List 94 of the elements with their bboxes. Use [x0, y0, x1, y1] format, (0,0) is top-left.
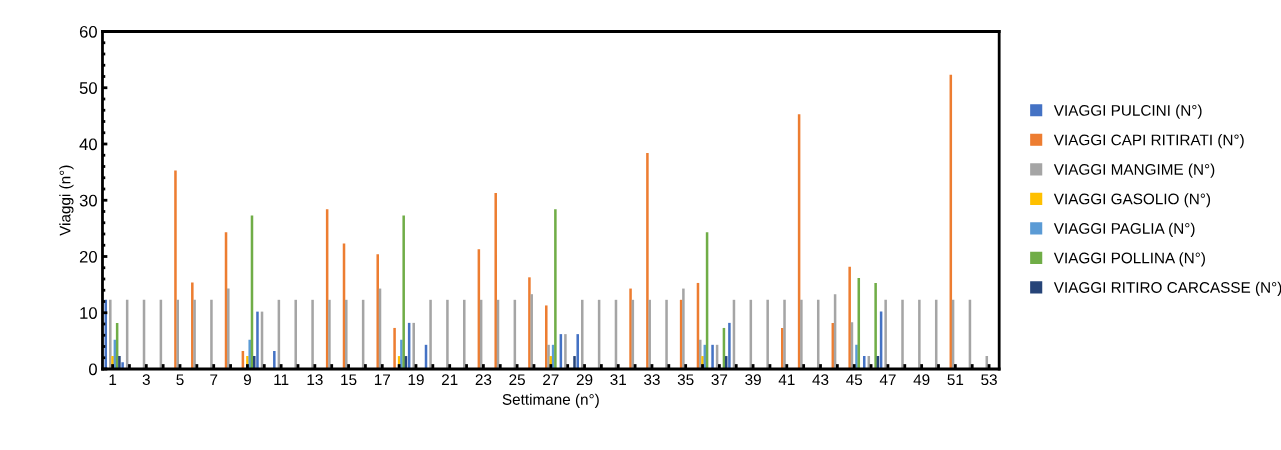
- bar: [711, 344, 714, 369]
- bar: [646, 153, 649, 369]
- y-axis-title: Viaggi (n°): [59, 165, 74, 236]
- bar: [547, 344, 550, 369]
- bar: [256, 311, 259, 369]
- bar: [463, 299, 466, 369]
- x-tick-label: 23: [475, 374, 492, 386]
- bar: [862, 356, 866, 369]
- bar: [311, 299, 314, 369]
- x-tick-label: 15: [341, 374, 357, 386]
- bar: [874, 282, 877, 369]
- bar: [918, 299, 921, 369]
- bar: [210, 299, 213, 369]
- x-tick-label: 31: [610, 374, 626, 386]
- bar: [530, 294, 533, 369]
- x-tick-label: 25: [509, 374, 525, 386]
- bar: [884, 299, 887, 369]
- bar: [545, 305, 548, 369]
- x-tick-label: 37: [711, 374, 728, 386]
- bar: [402, 215, 405, 369]
- x-tick-label: 35: [677, 374, 694, 386]
- bar: [554, 209, 557, 369]
- bar: [848, 266, 851, 369]
- x-tick-label: 21: [441, 374, 458, 385]
- bar: [174, 170, 177, 369]
- x-tick-label: 51: [947, 374, 964, 386]
- legend-label: VIAGGI RITIRO CARCASSE (N°): [1053, 281, 1281, 296]
- x-tick-label: 27: [543, 374, 559, 385]
- bar: [629, 288, 632, 369]
- y-tick-label: 60: [79, 25, 97, 38]
- bar: [564, 334, 567, 369]
- bar: [176, 299, 179, 369]
- bar: [766, 299, 769, 369]
- legend-label: VIAGGI PAGLIA (N°): [1053, 222, 1195, 237]
- bar: [901, 299, 904, 369]
- x-tick-label: 43: [812, 374, 829, 386]
- y-tick-label: 50: [79, 82, 97, 94]
- x-tick-label: 13: [307, 374, 323, 386]
- legend-label: VIAGGI PULCINI (N°): [1053, 104, 1202, 119]
- legend-label: VIAGGI POLLINA (N°): [1053, 252, 1205, 267]
- x-tick-label: 39: [745, 374, 761, 386]
- bar: [253, 356, 256, 369]
- bar: [855, 344, 858, 369]
- legend-label: VIAGGI GASOLIO (N°): [1053, 193, 1211, 208]
- x-tick-label: 9: [243, 374, 251, 386]
- bar: [783, 299, 786, 369]
- x-tick-label: 29: [576, 374, 593, 386]
- legend-label: VIAGGI CAPI RITIRATI (N°): [1053, 134, 1244, 149]
- x-tick-label: 53: [981, 374, 997, 386]
- bar: [345, 299, 348, 369]
- x-tick-label: 33: [644, 374, 660, 386]
- y-tick-label: 30: [79, 194, 97, 207]
- bar: [248, 339, 251, 369]
- bar: [494, 192, 497, 369]
- x-tick-label: 49: [913, 374, 930, 386]
- x-tick-label: 19: [408, 374, 424, 386]
- bar: [294, 299, 297, 369]
- bar: [193, 299, 196, 369]
- bar: [800, 299, 803, 369]
- bar: [273, 351, 276, 369]
- bar: [446, 299, 449, 369]
- bar: [412, 322, 415, 369]
- y-tick-label: 10: [80, 307, 97, 319]
- bar: [118, 356, 121, 369]
- bar: [648, 299, 651, 369]
- bar: [581, 299, 584, 369]
- y-tick-label: 40: [79, 138, 97, 151]
- bar: [109, 299, 112, 369]
- x-tick-label: 41: [778, 374, 795, 385]
- bar: [698, 339, 702, 369]
- x-tick-label: 17: [374, 374, 391, 385]
- x-tick-label: 1: [109, 374, 117, 385]
- bar: [576, 334, 579, 369]
- x-tick-label: 3: [142, 374, 150, 386]
- bar: [227, 288, 230, 369]
- bar: [665, 299, 668, 369]
- legend-label: VIAGGI MANGIME (N°): [1053, 163, 1215, 178]
- bar: [393, 327, 396, 369]
- y-tick-label: 0: [89, 363, 97, 376]
- x-tick-label: 11: [274, 374, 289, 385]
- bar: [121, 362, 124, 369]
- x-axis-title: Settimane (n°): [502, 393, 599, 408]
- bar: [328, 299, 331, 369]
- y-tick-label: 20: [79, 250, 97, 263]
- bar: [429, 299, 432, 369]
- bar: [728, 322, 731, 369]
- bar: [816, 299, 820, 369]
- x-tick-label: 47: [879, 374, 896, 385]
- bar: [573, 356, 576, 369]
- bar: [376, 254, 379, 369]
- x-tick-label: 45: [846, 374, 863, 386]
- x-tick-label: 5: [176, 374, 184, 386]
- bar: [682, 288, 685, 369]
- x-tick-label: 7: [210, 374, 218, 385]
